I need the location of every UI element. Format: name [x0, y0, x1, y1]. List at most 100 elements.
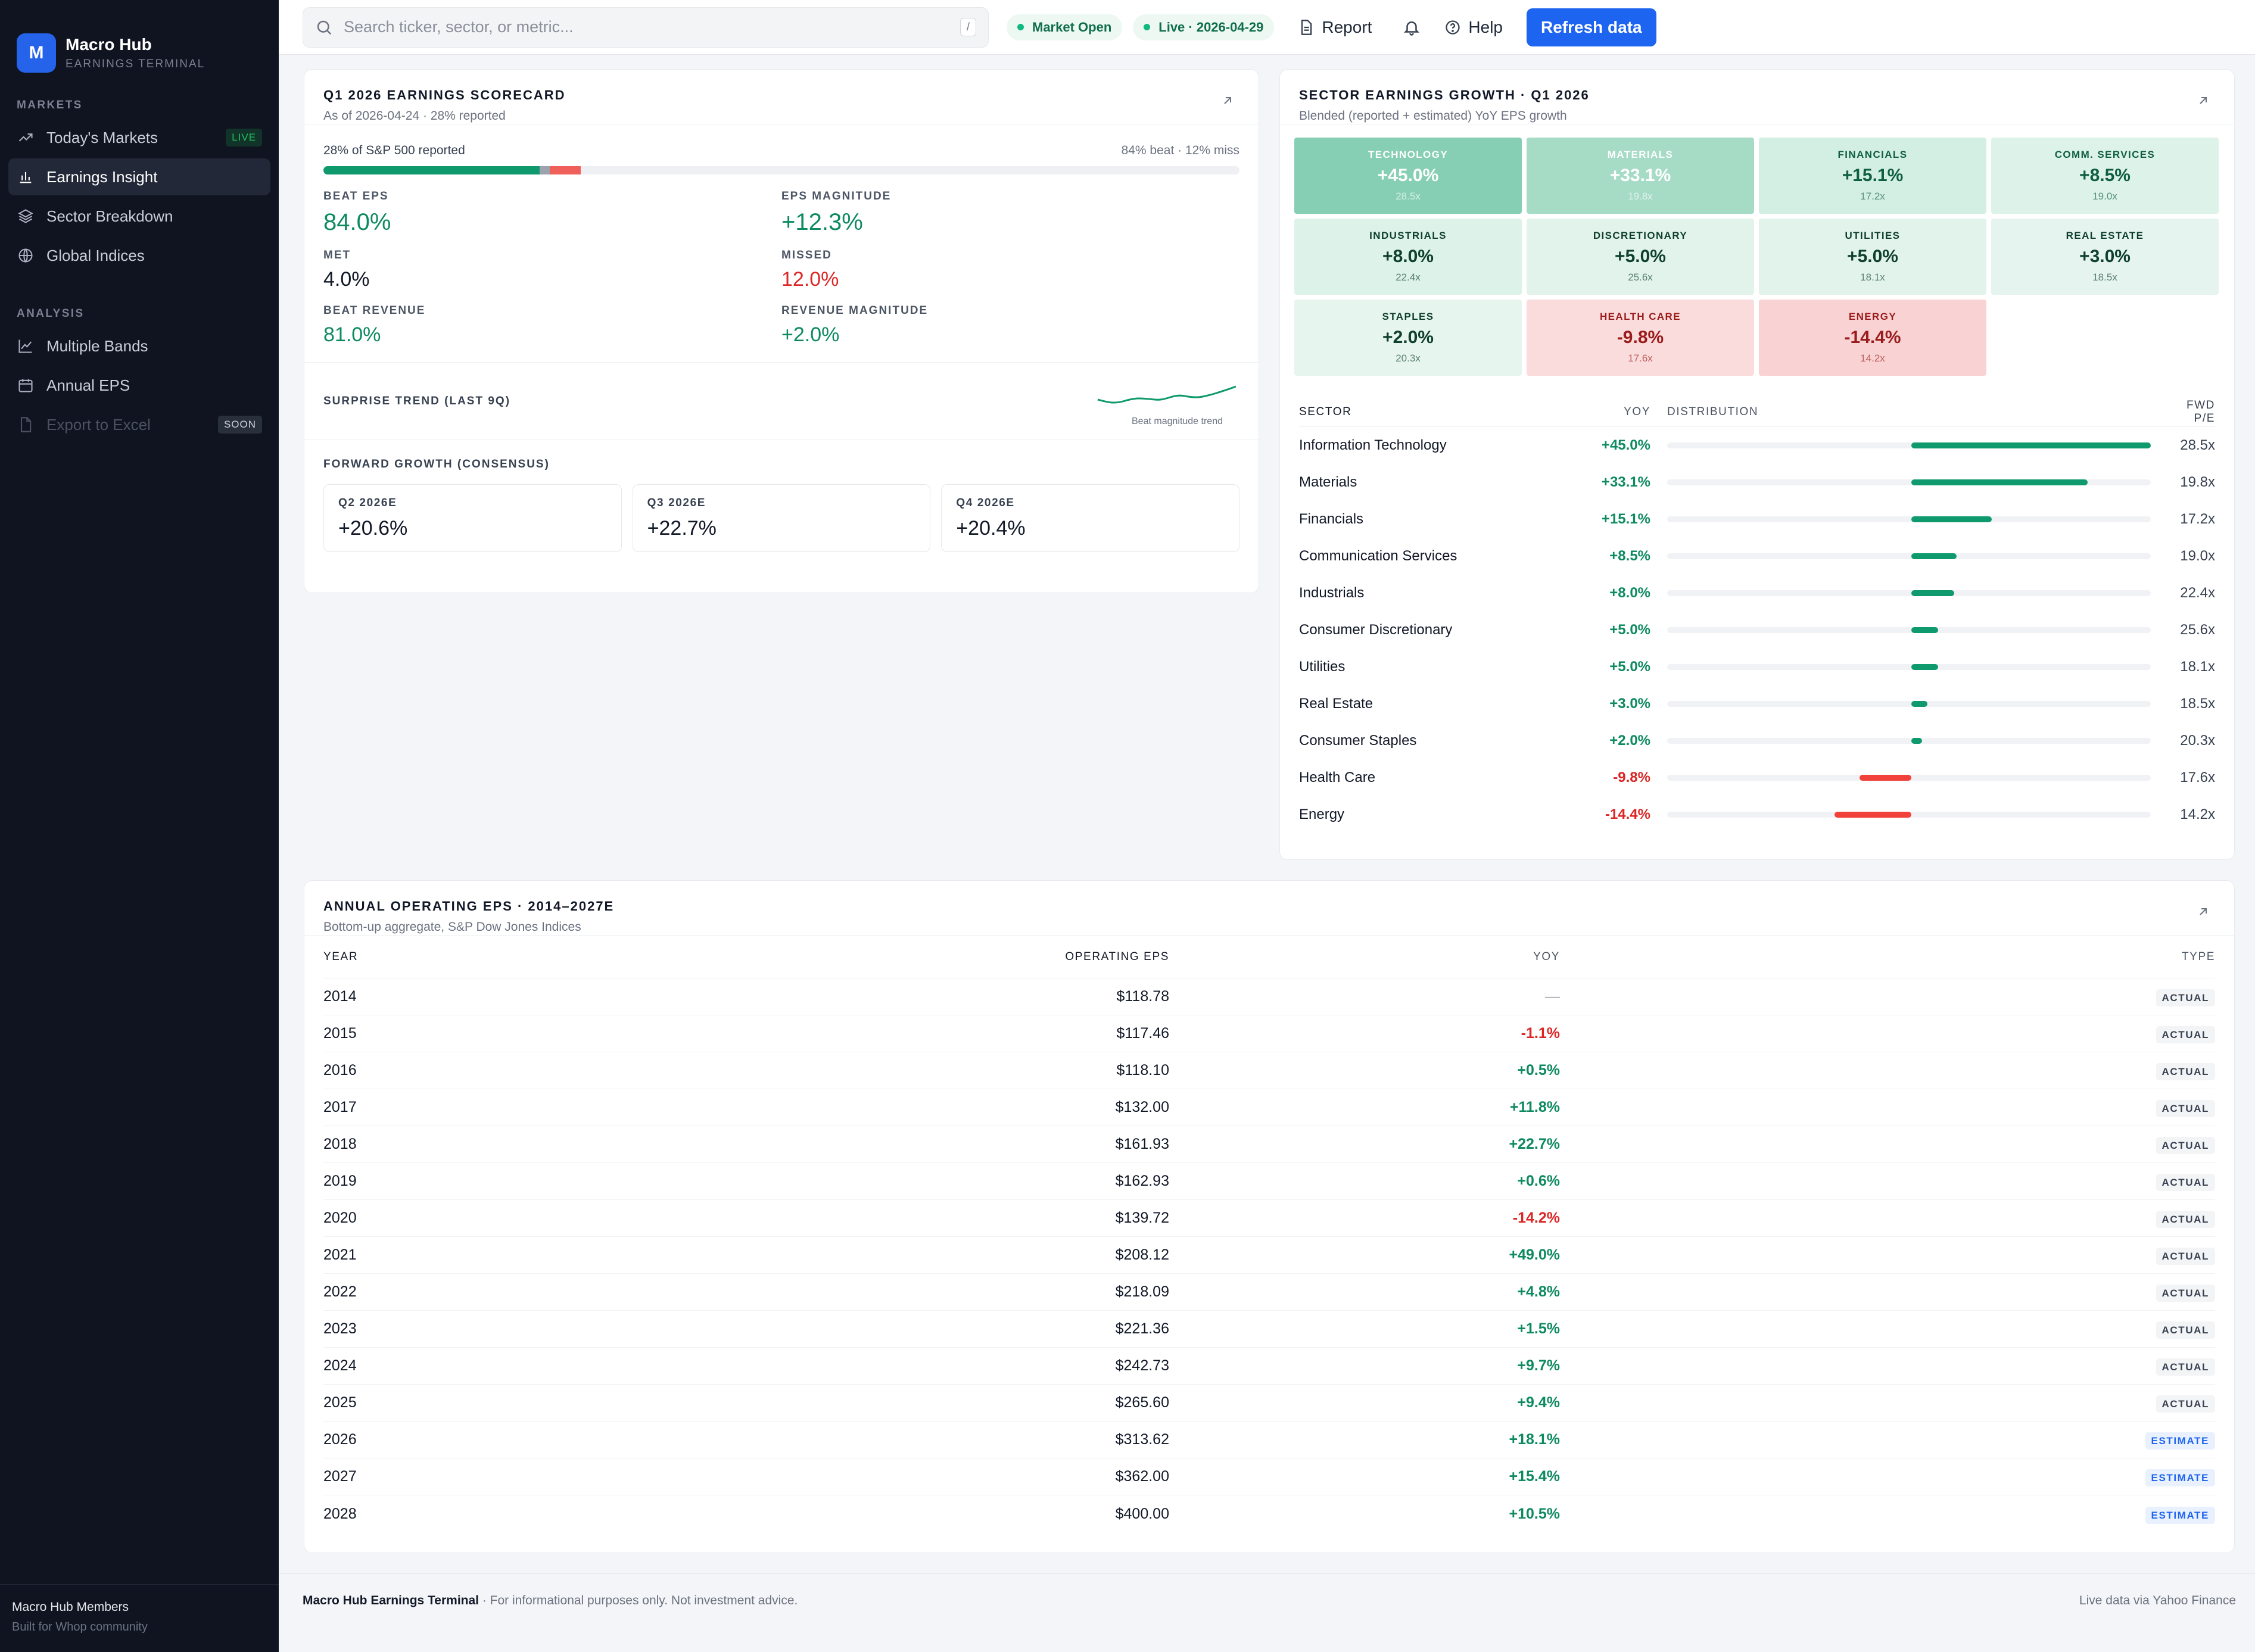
- sector-tile[interactable]: DISCRETIONARY +5.0% 25.6x: [1527, 219, 1754, 295]
- table-row: 2028 $400.00 +10.5% ESTIMATE: [323, 1495, 2215, 1532]
- sector-row[interactable]: Utilities +5.0% 18.1x: [1299, 649, 2215, 685]
- sidebar-item-today-s-markets[interactable]: Today's Markets LIVE: [8, 119, 270, 156]
- sector-tile[interactable]: STAPLES +2.0% 20.3x: [1294, 300, 1522, 376]
- expand-icon[interactable]: [1220, 93, 1235, 108]
- sidebar-item-sector-breakdown[interactable]: Sector Breakdown: [8, 198, 270, 235]
- sector-tile[interactable]: UTILITIES +5.0% 18.1x: [1759, 219, 1986, 295]
- expand-icon[interactable]: [2196, 93, 2210, 108]
- metric-label: BEAT EPS: [323, 190, 389, 202]
- sector-row[interactable]: Energy -14.4% 14.2x: [1299, 796, 2215, 833]
- search-input[interactable]: [344, 18, 960, 36]
- sector-fwd-pe: 19.8x: [2180, 474, 2215, 490]
- sector-tile[interactable]: COMM. SERVICES +8.5% 19.0x: [1991, 138, 2219, 214]
- globe-icon: [17, 247, 35, 264]
- forward-value: +20.6%: [338, 517, 408, 540]
- expand-icon[interactable]: [2196, 905, 2210, 919]
- metric-beat-eps: BEAT EPS 84.0%: [323, 190, 781, 236]
- sidebar-item-earnings-insight[interactable]: Earnings Insight: [8, 158, 270, 195]
- eps-year: 2027: [323, 1468, 357, 1485]
- tile-growth-value: -9.8%: [1617, 328, 1664, 347]
- forward-value: +20.4%: [956, 517, 1026, 540]
- sector-tile[interactable]: HEALTH CARE -9.8% 17.6x: [1527, 300, 1754, 376]
- tile-sector-name: MATERIALS: [1607, 149, 1674, 160]
- sector-table: SECTOR YOY DISTRIBUTION FWD P/E Informat…: [1280, 397, 2234, 833]
- search-box[interactable]: /: [303, 7, 989, 48]
- type-badge: ACTUAL: [2156, 1174, 2215, 1191]
- eps-value: $265.60: [1115, 1394, 1169, 1411]
- search-shortcut-hint: /: [960, 18, 976, 36]
- sidebar-item-multiple-bands[interactable]: Multiple Bands: [8, 328, 270, 364]
- col-type: TYPE: [2181, 950, 2215, 963]
- progress-met-segment: [539, 166, 550, 174]
- sector-name: Health Care: [1299, 769, 1376, 786]
- tile-sector-name: DISCRETIONARY: [1593, 230, 1688, 241]
- sector-tile[interactable]: INDUSTRIALS +8.0% 22.4x: [1294, 219, 1522, 295]
- reported-label: 28% of S&P 500 reported: [323, 144, 465, 157]
- sidebar-item-annual-eps[interactable]: Annual EPS: [8, 367, 270, 404]
- distribution-track: [1667, 553, 2151, 559]
- card-subtitle: As of 2026-04-24 · 28% reported: [323, 109, 506, 123]
- tile-pe-value: 20.3x: [1396, 353, 1421, 364]
- forward-growth-grid: Q2 2026E +20.6% Q3 2026E +22.7% Q4 2026E +20.…: [323, 484, 1239, 552]
- distribution-bar: [1911, 701, 1927, 707]
- eps-type-cell: ACTUAL: [1560, 1173, 2215, 1191]
- live-status-pill: Live · 2026-04-29: [1133, 14, 1275, 40]
- eps-type-cell: ACTUAL: [1560, 988, 2215, 1006]
- eps-value: $221.36: [1115, 1320, 1169, 1337]
- report-button[interactable]: Report: [1298, 18, 1372, 37]
- brand-name: Macro Hub: [66, 35, 152, 54]
- sector-row[interactable]: Financials +15.1% 17.2x: [1299, 501, 2215, 538]
- sidebar-item-global-indices[interactable]: Global Indices: [8, 237, 270, 274]
- sector-heatmap: TECHNOLOGY +45.0% 28.5x MATERIALS +33.1% 19.8…: [1280, 124, 2234, 376]
- eps-type-cell: ACTUAL: [1560, 1210, 2215, 1228]
- sector-row[interactable]: Health Care -9.8% 17.6x: [1299, 759, 2215, 796]
- tile-pe-value: 17.6x: [1628, 353, 1653, 364]
- eps-type-cell: ACTUAL: [1560, 1062, 2215, 1080]
- bell-icon[interactable]: [1403, 18, 1421, 36]
- sector-tile[interactable]: MATERIALS +33.1% 19.8x: [1527, 138, 1754, 214]
- sector-yoy: +8.5%: [1609, 548, 1650, 564]
- sector-row[interactable]: Consumer Staples +2.0% 20.3x: [1299, 722, 2215, 759]
- refresh-data-button[interactable]: Refresh data: [1527, 8, 1656, 46]
- sector-name: Utilities: [1299, 659, 1345, 675]
- sector-row[interactable]: Communication Services +8.5% 19.0x: [1299, 538, 2215, 575]
- beat-miss-summary: 84% beat · 12% miss: [1121, 144, 1239, 157]
- sector-yoy: +5.0%: [1609, 659, 1650, 675]
- tile-pe-value: 14.2x: [1860, 353, 1885, 364]
- sector-name: Energy: [1299, 806, 1345, 822]
- sector-name: Communication Services: [1299, 548, 1457, 564]
- sector-tile[interactable]: TECHNOLOGY +45.0% 28.5x: [1294, 138, 1522, 214]
- sidebar-item-label: Annual EPS: [46, 376, 130, 394]
- file-icon: [17, 416, 35, 434]
- tile-sector-name: INDUSTRIALS: [1369, 230, 1447, 241]
- sector-fwd-pe: 28.5x: [2180, 437, 2215, 453]
- sector-row[interactable]: Consumer Discretionary +5.0% 25.6x: [1299, 612, 2215, 649]
- eps-value: $118.10: [1116, 1062, 1169, 1079]
- sector-row[interactable]: Materials +33.1% 19.8x: [1299, 464, 2215, 501]
- distribution-bar: [1859, 775, 1912, 781]
- eps-type-cell: ACTUAL: [1560, 1283, 2215, 1302]
- sector-tile[interactable]: FINANCIALS +15.1% 17.2x: [1759, 138, 1986, 214]
- sector-yoy: +3.0%: [1609, 696, 1650, 712]
- sector-distribution: [1650, 738, 2167, 744]
- sector-name: Consumer Discretionary: [1299, 622, 1453, 638]
- forward-quarter: Q2 2026E: [338, 497, 397, 509]
- metric-value: 12.0%: [781, 268, 839, 291]
- card-title: ANNUAL OPERATING EPS · 2014–2027E: [323, 899, 615, 914]
- eps-year: 2020: [323, 1210, 357, 1226]
- sector-distribution: [1650, 701, 2167, 707]
- help-button[interactable]: Help: [1444, 18, 1503, 37]
- sector-row[interactable]: Industrials +8.0% 22.4x: [1299, 575, 2215, 612]
- tile-growth-value: -14.4%: [1844, 328, 1901, 347]
- sector-distribution: [1650, 479, 2167, 485]
- tile-growth-value: +5.0%: [1615, 247, 1666, 266]
- eps-yoy: +9.7%: [1517, 1357, 1560, 1374]
- sector-tile[interactable]: ENERGY -14.4% 14.2x: [1759, 300, 1986, 376]
- brand[interactable]: M Macro Hub EARNINGS TERMINAL: [0, 0, 279, 83]
- sector-row[interactable]: Real Estate +3.0% 18.5x: [1299, 685, 2215, 722]
- sector-tile[interactable]: REAL ESTATE +3.0% 18.5x: [1991, 219, 2219, 295]
- eps-yoy: +18.1%: [1509, 1431, 1561, 1448]
- sector-row[interactable]: Information Technology +45.0% 28.5x: [1299, 427, 2215, 464]
- distribution-bar: [1911, 627, 1938, 633]
- eps-yoy: +49.0%: [1509, 1246, 1561, 1263]
